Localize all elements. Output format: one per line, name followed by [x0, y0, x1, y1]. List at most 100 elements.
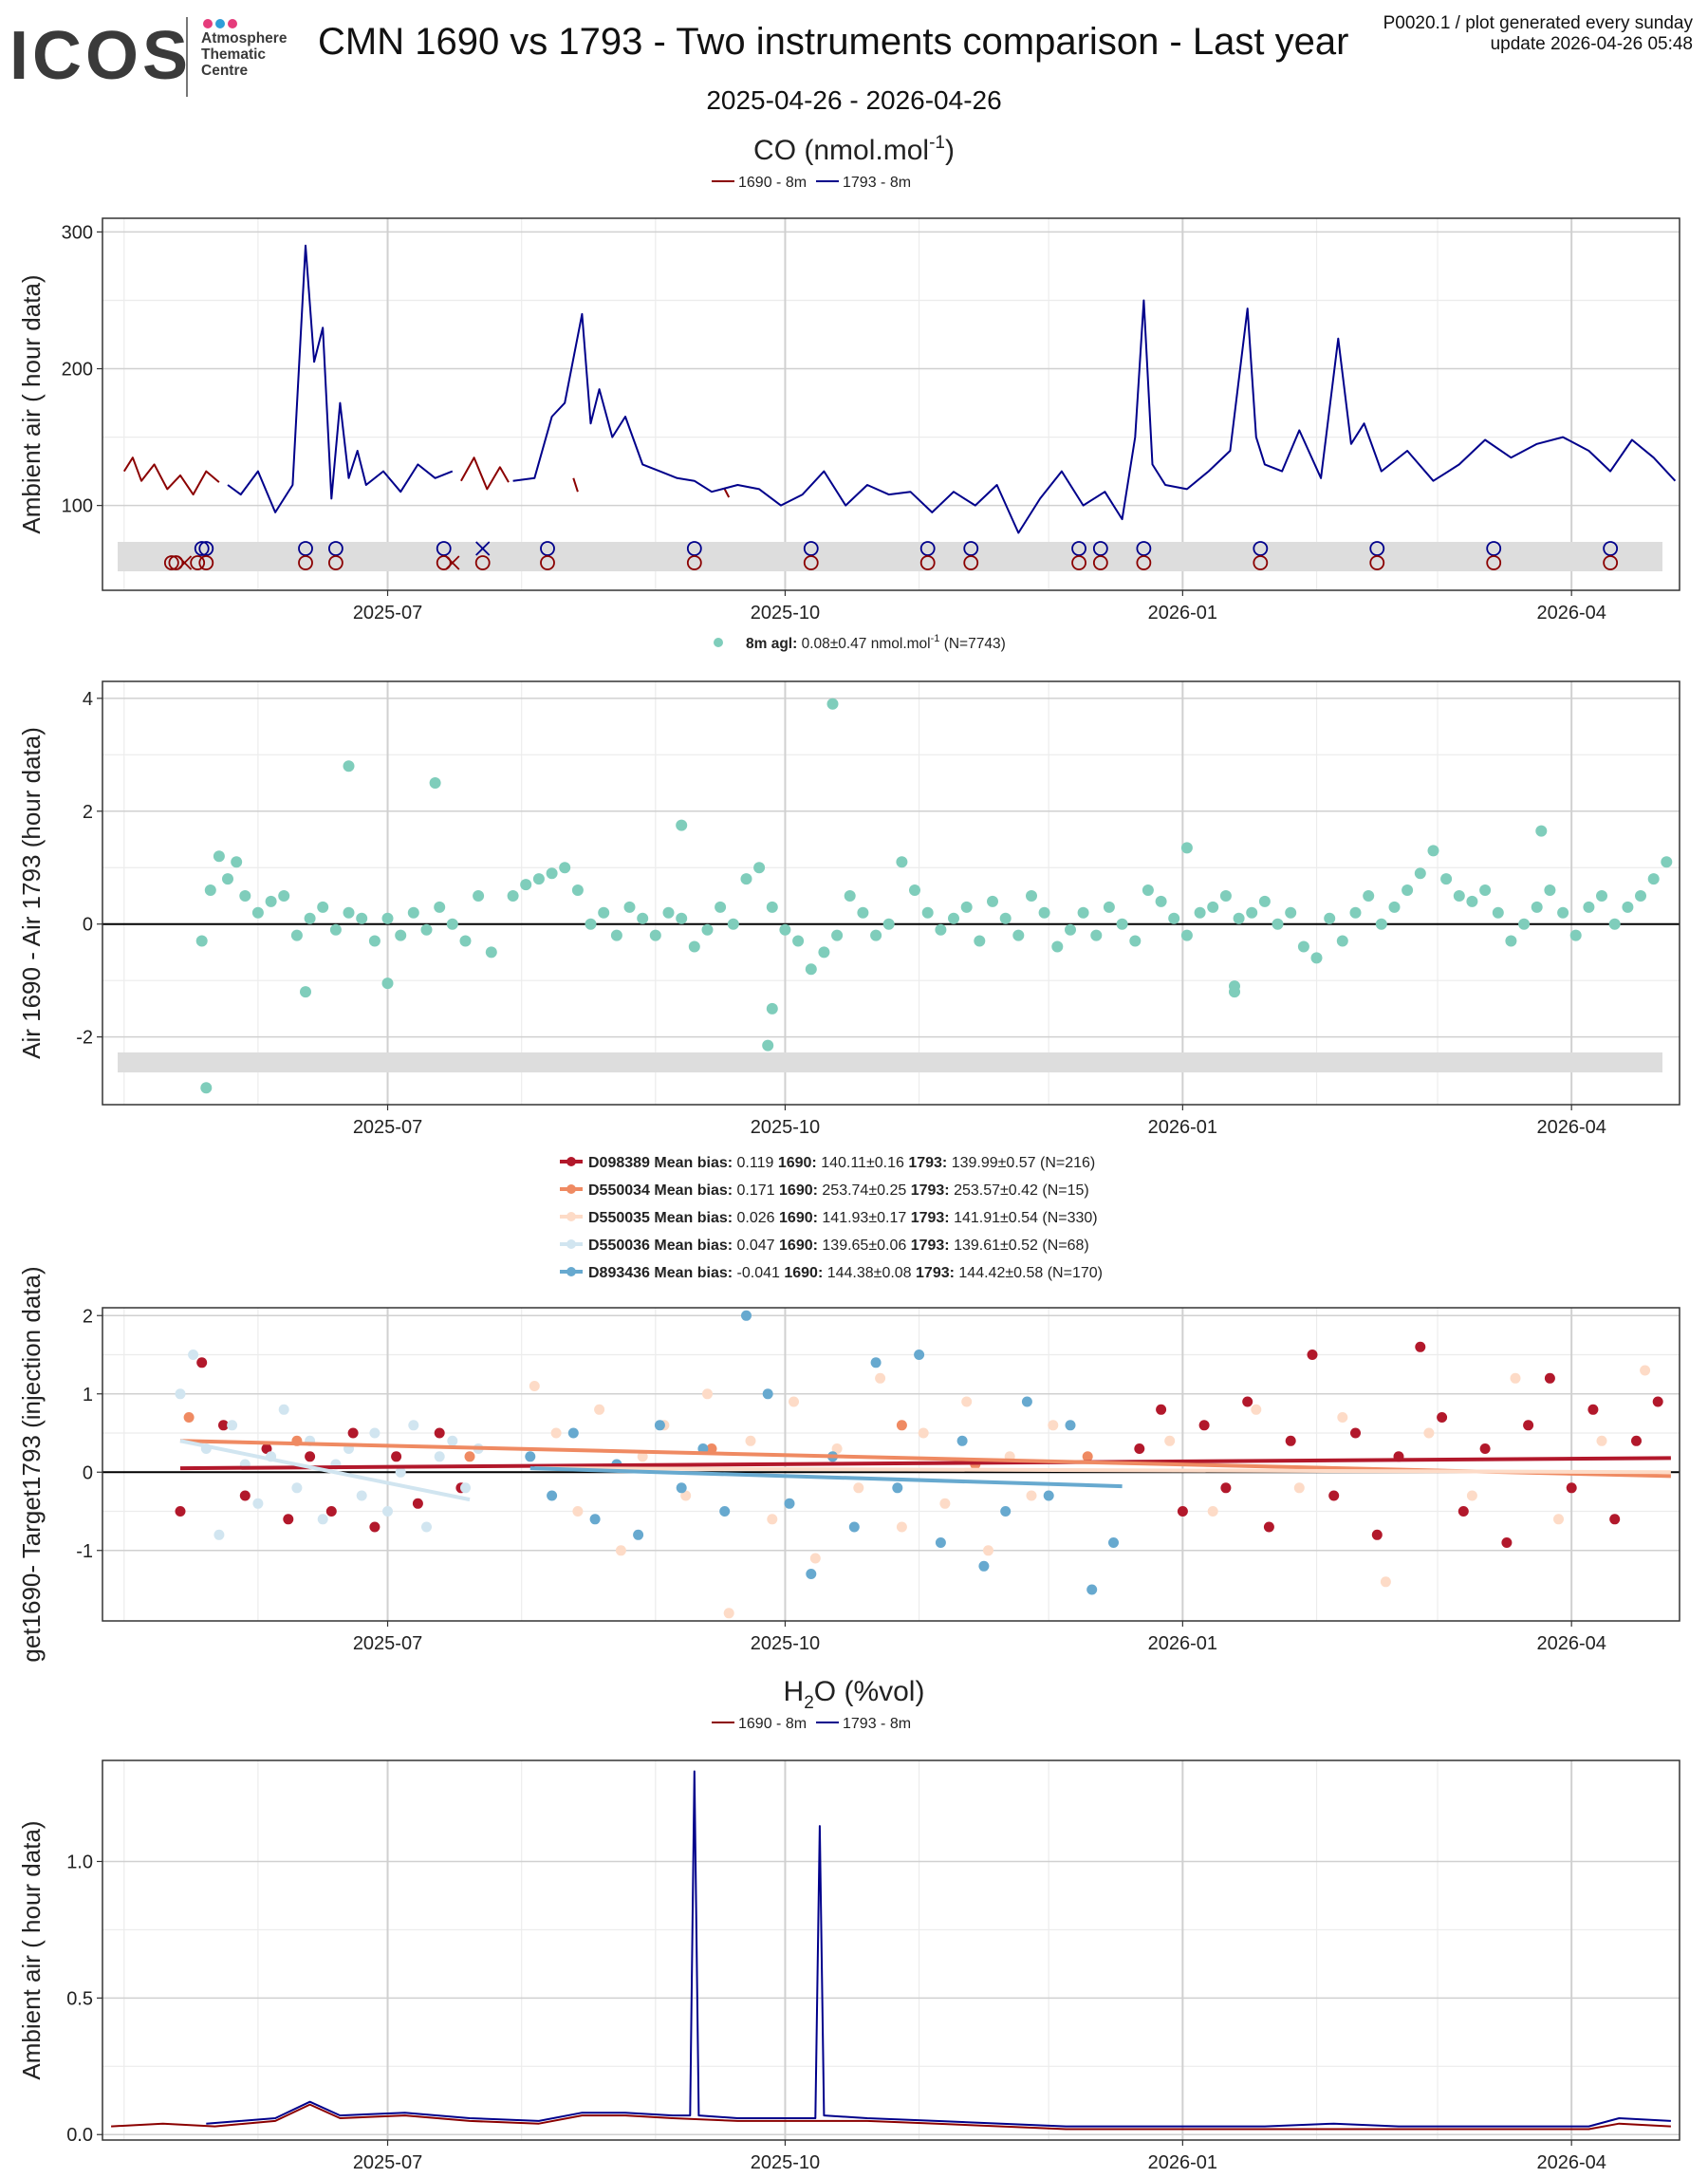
logo-dot [215, 19, 225, 28]
diff-point [195, 935, 208, 947]
target-legend: D098389 Mean bias: 0.119 1690: 140.11±0.… [560, 1155, 1103, 1281]
diff-point [507, 890, 519, 902]
diff-legend-label: 8m agl: [746, 636, 802, 652]
diff-point [831, 929, 844, 941]
y-tick-label: -1 [76, 1541, 93, 1562]
diff-point [1622, 901, 1634, 913]
diff-point [882, 918, 895, 930]
diff-point [1077, 906, 1089, 919]
flag-marker-o [963, 555, 979, 570]
flag-marker-o [168, 555, 184, 570]
legend-swatch-point-D893436 [566, 1267, 576, 1276]
target-point-D098389 [1609, 1514, 1621, 1525]
target-point-D098389 [1156, 1404, 1167, 1415]
target-point-D893436 [762, 1388, 773, 1400]
flag-band [118, 542, 1662, 571]
x-tick-label: 2026-01 [1148, 1117, 1217, 1138]
flag-marker-o [194, 541, 210, 556]
h2o-ambient-plot-area [102, 1760, 1680, 2140]
legend-entry-D550036: D550036 Mean bias: 0.047 1690: 139.65±0.… [588, 1238, 1089, 1254]
h2o-legend: 1690 - 8m 1793 - 8m [712, 1716, 911, 1732]
target-point-D098389 [325, 1506, 337, 1517]
flag-marker-o [1071, 555, 1086, 570]
diff-point [1142, 884, 1154, 896]
diff-point [999, 912, 1012, 924]
flag-marker-o [1603, 541, 1619, 556]
diff-point [857, 906, 869, 919]
y-tick-label: 300 [62, 222, 93, 243]
y-tick-label: 0.5 [66, 1988, 93, 2009]
target-point-D550034 [183, 1412, 195, 1423]
target-point-D893436 [633, 1529, 644, 1540]
diff-point [304, 912, 316, 924]
diff-point [1453, 890, 1465, 902]
diff-legend-text: 8m agl: 0.08±0.47 nmol.mol-1 (N=7743) [746, 633, 1006, 652]
flag-marker-o [963, 541, 979, 556]
flag-marker-o [163, 555, 179, 570]
target-point-D893436 [654, 1420, 665, 1431]
target-point-D550035 [680, 1490, 692, 1501]
target-point-D550035 [1553, 1514, 1564, 1525]
x-tick-label: 2025-07 [353, 603, 422, 624]
target-point-D550035 [853, 1482, 864, 1494]
flag-marker-x [445, 555, 460, 570]
target-point-D098389 [1371, 1529, 1383, 1540]
target-point-D550035 [1510, 1372, 1521, 1384]
target-point-D098389 [1242, 1396, 1253, 1407]
diff-point [429, 777, 441, 789]
target-point-D098389 [1177, 1506, 1188, 1517]
co-legend: 1690 - 8m 1793 - 8m [712, 175, 911, 191]
flag-marker-o [327, 555, 343, 570]
legend-entry-D893436: D893436 Mean bias: -0.041 1690: 144.38±0… [588, 1265, 1103, 1281]
diff-point [637, 912, 649, 924]
y-tick-label: 1.0 [66, 1852, 93, 1872]
meta-update: update 2026-04-26 05:48 [1490, 34, 1693, 54]
diff-point [356, 912, 368, 924]
target-point-D550036 [395, 1466, 406, 1478]
diff-point [1647, 873, 1660, 885]
target-point-D098389 [1479, 1443, 1491, 1454]
diff-point [1038, 906, 1050, 919]
x-tick-label: 2026-04 [1536, 1117, 1606, 1138]
flag-marker-o [1486, 541, 1502, 556]
target-point-D098389 [1523, 1420, 1534, 1431]
diff-point [1336, 935, 1348, 947]
target-point-D550036 [460, 1482, 471, 1494]
diff-point [446, 918, 458, 930]
diff-point [381, 977, 394, 990]
target-point-D550034 [706, 1443, 717, 1454]
target-point-D098389 [1501, 1537, 1513, 1548]
icos-logo-text: ICOS [9, 18, 193, 94]
target-point-D550036 [291, 1482, 303, 1494]
y-tick-label: 0.0 [66, 2125, 93, 2146]
flag-marker-x [475, 541, 491, 556]
diff-point [1324, 912, 1336, 924]
target-point-D550035 [1423, 1427, 1435, 1439]
logo-dot [203, 19, 213, 28]
diff-point [239, 890, 251, 902]
target-point-D098389 [1587, 1404, 1599, 1415]
target-point-D893436 [676, 1482, 687, 1494]
h2o-ambient-panel: 0.0 0.5 1.0 2025-07 2025-10 2026-01 2026-04 Amb… [17, 1759, 1680, 2173]
co-ambient-plot-area [102, 218, 1680, 590]
flag-marker-o [1486, 555, 1502, 570]
legend-entry-D550035: D550035 Mean bias: 0.026 1690: 141.93±0.… [588, 1210, 1098, 1226]
flag-marker-o [1092, 555, 1108, 570]
diff-point [766, 901, 778, 913]
diff-point [395, 929, 407, 941]
diff-point [948, 912, 959, 924]
target-point-D550035 [1640, 1365, 1651, 1376]
h2o-ambient-panel-border [102, 1759, 1680, 2141]
diff-point [1349, 906, 1362, 919]
series-line-1690 [122, 456, 731, 498]
diff-point [1531, 901, 1543, 913]
target-point-D550035 [529, 1381, 540, 1391]
target-point-D098389 [1415, 1341, 1426, 1352]
target-point-D098389 [1220, 1482, 1232, 1494]
legend-swatch-point-D098389 [566, 1157, 576, 1166]
target-point-D550036 [447, 1435, 458, 1446]
flag-marker-o [686, 555, 702, 570]
y-axis-label: get1690- Target1793 (injection data) [17, 1266, 46, 1662]
target-point-D098389 [391, 1451, 402, 1462]
diff-point [870, 929, 882, 941]
